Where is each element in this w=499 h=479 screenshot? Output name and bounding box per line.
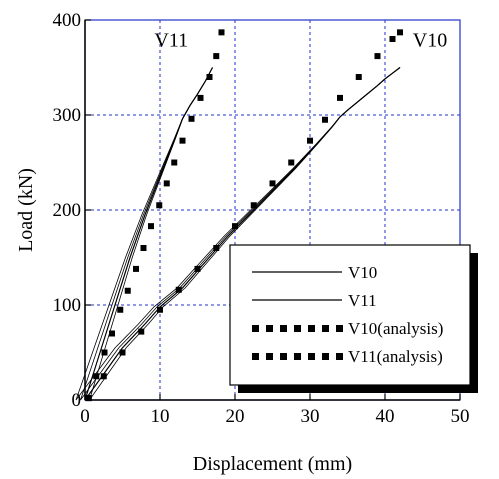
x-tick-label: 10 [151,406,170,427]
legend-entry: V11 [252,291,377,310]
data-point [197,94,204,101]
data-point [250,202,257,209]
data-point [85,395,92,402]
legend-swatch [308,325,315,332]
legend-label: V11 [348,291,377,310]
data-point [140,245,147,251]
y-tick-label: 300 [53,105,82,126]
legend-label: V10 [348,263,377,282]
series-line-0-3 [75,67,401,401]
data-point [117,306,124,313]
x-tick-label: 30 [301,406,320,427]
y-axis-title: Load (kN) [15,168,37,252]
legend-entry: V11(analysis) [252,347,443,366]
series-v10 [75,67,401,401]
series-group [75,29,403,402]
x-tick-label: 0 [80,406,90,427]
annotations: V11 V10 [154,30,447,52]
data-point [157,306,163,313]
legend-label: V10(analysis) [348,319,443,338]
x-tick-label: 20 [226,406,245,427]
legend-swatch [336,325,343,332]
data-point [194,265,201,272]
data-point [307,137,313,144]
data-point [133,265,139,272]
data-point [213,53,220,60]
legend-label: V11(analysis) [348,347,443,366]
legend: V10 V11 V10(analysis) V11(analysis) [229,244,478,393]
annotation-v11: V11 [154,30,188,52]
data-point [232,223,238,230]
y-tick-label: 100 [53,295,82,316]
legend-swatch [266,353,273,360]
data-point [269,180,276,187]
data-point [355,74,362,80]
data-point [124,287,131,294]
data-point [156,202,163,209]
data-point [322,116,328,123]
legend-swatch [266,325,273,332]
data-point [206,74,213,80]
x-tick-label: 50 [451,406,470,427]
data-point [100,373,107,380]
data-point [188,115,195,122]
legend-swatch [336,353,343,360]
data-point [179,137,186,144]
legend-swatch [252,353,259,360]
series-v11-analysis- [85,29,225,402]
data-point [288,159,295,166]
data-point [101,349,108,356]
data-point [337,94,343,101]
x-axis-title: Displacement (mm) [193,453,352,475]
y-tick-label: 0 [72,390,82,411]
legend-swatch [322,353,329,360]
data-point [218,29,225,36]
data-point [138,328,145,335]
legend-entry: V10 [252,263,377,282]
data-point [175,286,182,293]
data-point [171,159,178,166]
data-point [148,223,154,230]
legend-swatch [322,325,329,332]
y-tick-label: 400 [53,10,82,31]
data-point [389,36,396,42]
y-tick-label: 200 [53,200,82,221]
data-point [213,245,220,251]
annotation-v10: V10 [413,30,447,52]
legend-swatch [294,353,301,360]
data-point [374,53,381,60]
legend-box [229,244,471,386]
tick-labels: 0 10 20 30 40 50 0 100 200 300 400 [53,10,470,427]
legend-swatch [280,353,287,360]
data-point [109,330,115,337]
legend-swatch [280,325,287,332]
x-tick-label: 40 [376,406,395,427]
data-point [397,29,403,36]
data-point [163,180,170,187]
series-line-1-3 [75,67,213,401]
legend-swatch [308,353,315,360]
legend-swatch [252,325,259,332]
data-point [93,373,100,380]
legend-entry: V10(analysis) [252,319,443,338]
legend-swatch [294,325,301,332]
data-point [119,349,126,356]
